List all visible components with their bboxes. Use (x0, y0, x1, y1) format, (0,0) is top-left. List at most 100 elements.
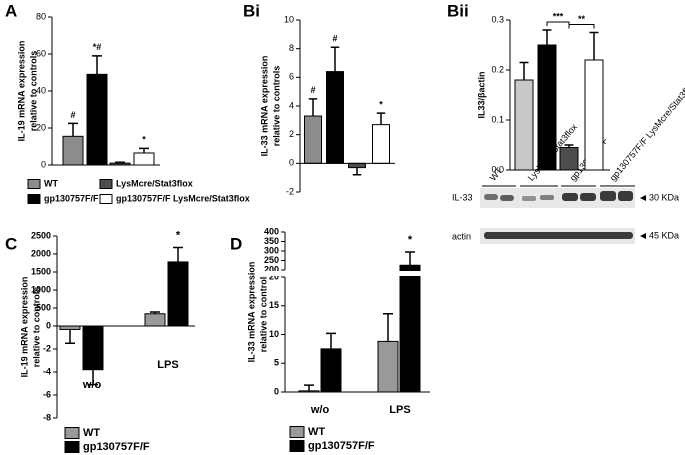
panel-label: Bi (243, 1, 260, 20)
legend-label: gp130757F/F (83, 441, 150, 453)
panel-label: A (5, 1, 17, 20)
y-tick-label: 60 (36, 48, 46, 58)
y-tick-label: -2 (286, 186, 294, 196)
legend-swatch (64, 441, 80, 453)
significance-label: *** (553, 11, 564, 21)
bar (304, 115, 322, 164)
error-bar (68, 122, 78, 137)
y-axis-label: relative to controls (31, 287, 41, 368)
y-tick-label: 40 (36, 85, 46, 95)
x-tick-label: LPS (157, 359, 178, 371)
y-axis-label: IL33/βactin (476, 71, 486, 118)
y-tick-label: 20 (269, 271, 279, 281)
y-tick-label: -4 (43, 366, 51, 376)
y-axis-label: IL-19 mRNA expression (19, 277, 29, 378)
y-tick-label: 2000 (31, 248, 51, 258)
y-tick-label: 0 (46, 320, 51, 330)
y-tick-label: 500 (36, 302, 51, 312)
y-tick-label: 0.3 (491, 14, 504, 24)
y-axis-label: IL-19 mRNA expression (16, 41, 26, 142)
bar (372, 124, 390, 164)
error-bar (92, 55, 102, 75)
y-tick-label: -6 (43, 389, 51, 399)
annotation: * (142, 135, 146, 145)
legend-label: WT (44, 178, 58, 188)
y-tick-label: 10 (284, 14, 294, 24)
error-bar (304, 384, 314, 391)
error-bar (383, 313, 393, 342)
legend-swatch (64, 427, 80, 439)
x-tick-label: LPS (389, 404, 410, 416)
error-bar (139, 147, 149, 153)
bar (62, 135, 84, 166)
chart-panel: D IL-33 mRNA expression relative to contro… (230, 226, 440, 452)
error-bar (376, 112, 386, 125)
y-tick-label: -8 (43, 412, 51, 422)
bar (584, 59, 604, 171)
error-bar (542, 29, 552, 45)
chart-panel: A IL-19 mRNA expression relative to contro… (5, 1, 250, 204)
error-bar (88, 369, 98, 386)
y-tick-label: 1500 (31, 266, 51, 276)
marker-arrow (640, 195, 646, 201)
y-axis-label: IL-33 mRNA expression (246, 262, 256, 363)
annotation: # (332, 34, 337, 44)
legend-label: gp130757F/F (308, 440, 375, 452)
error-bar (173, 246, 183, 262)
bar (86, 73, 108, 166)
y-tick-label: 15 (269, 300, 279, 310)
bar (167, 261, 189, 327)
panel-label: Bii (447, 1, 469, 20)
bar (348, 162, 366, 169)
y-axis-label: relative to controls (271, 66, 281, 147)
y-tick-label: 10 (269, 329, 279, 339)
y-axis-label: relative to controls (28, 51, 38, 132)
y-tick-label: 0.2 (491, 64, 504, 74)
error-bar (326, 332, 336, 349)
annotation: # (70, 110, 75, 120)
error-bar (308, 98, 318, 117)
error-bar (352, 167, 362, 176)
bar (399, 264, 421, 393)
legend-label: WT (308, 426, 325, 438)
marker-arrow (640, 233, 646, 239)
annotation: # (310, 85, 315, 95)
legend-swatch (99, 179, 113, 189)
bar (377, 340, 399, 393)
error-bar (405, 251, 415, 266)
x-tick-label: w/o (82, 379, 102, 391)
y-tick-label: 0 (274, 386, 279, 396)
y-tick-label: 6 (289, 72, 294, 82)
bar (320, 348, 342, 393)
y-tick-label: 300 (264, 245, 279, 255)
y-tick-label: -2 (43, 343, 51, 353)
y-tick-label: 250 (264, 255, 279, 265)
y-tick-label: 0.0 (491, 164, 504, 174)
panel-label: D (230, 234, 242, 253)
y-tick-label: 80 (36, 11, 46, 21)
error-bar (589, 31, 599, 60)
y-tick-label: 0.1 (491, 114, 504, 124)
y-tick-label: 5 (274, 358, 279, 368)
legend-swatch (99, 194, 113, 204)
significance-bracket (546, 21, 570, 26)
bar (82, 325, 104, 371)
bar (537, 44, 557, 171)
y-tick-label: 0 (41, 159, 46, 169)
bar (559, 147, 579, 171)
bar (144, 313, 166, 327)
marker-label: 45 KDa (649, 230, 679, 240)
y-axis-label: IL-33 mRNA expression (259, 56, 269, 157)
error-bar (150, 311, 160, 314)
bar (133, 152, 155, 166)
row-label: IL-33 (452, 192, 473, 202)
legend-swatch (27, 179, 41, 189)
annotation: * (408, 234, 413, 246)
y-axis-label: relative to controls (258, 272, 268, 353)
legend-swatch (27, 194, 41, 204)
chart-panel: Bi IL-33 mRNA expression relative to contr… (243, 1, 395, 196)
marker-label: 30 KDa (649, 192, 679, 202)
error-bar (564, 144, 574, 148)
